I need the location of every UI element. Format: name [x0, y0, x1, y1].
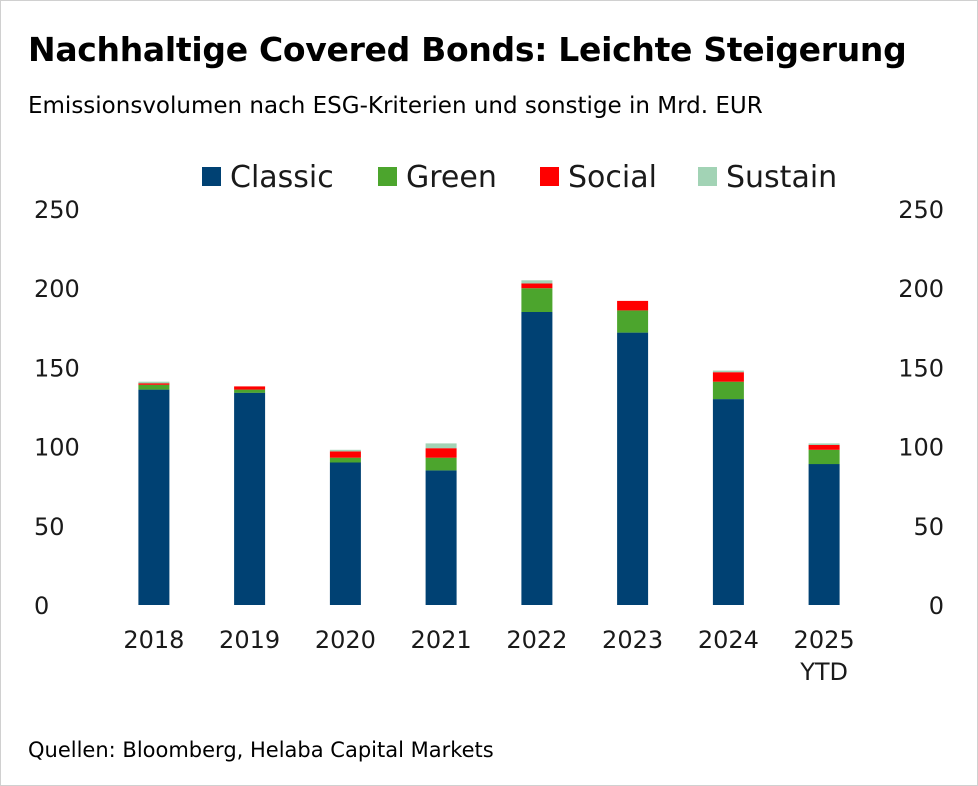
bar-classic-2025-ytd	[808, 464, 840, 605]
legend-swatch-social	[540, 167, 559, 186]
x-tick-2022: 2022	[506, 626, 567, 654]
x-tick-2024: 2024	[698, 626, 759, 654]
y-tick-right-0: 0	[929, 592, 944, 620]
y-tick-left-100: 100	[34, 434, 80, 462]
chart-subtitle: Emissionsvolumen nach ESG-Kriterien und …	[28, 93, 763, 119]
bar-sustain-2020	[329, 449, 361, 452]
bar-green-2021	[425, 457, 457, 471]
bar-classic-2020	[329, 462, 361, 605]
source-note: Quellen: Bloomberg, Helaba Capital Marke…	[28, 738, 494, 762]
x-tick-2021: 2021	[411, 626, 472, 654]
bar-sustain-2022	[521, 280, 553, 284]
y-tick-right-150: 150	[898, 354, 944, 382]
legend-label-social: Social	[568, 160, 657, 195]
y-tick-left-150: 150	[34, 354, 80, 382]
bar-green-2023	[617, 310, 649, 333]
x-tick-2023: 2023	[602, 626, 663, 654]
x-tick-2018: 2018	[123, 626, 184, 654]
x-tick-2020: 2020	[315, 626, 376, 654]
x-tick-2025-ytd: 2025 YTD	[794, 626, 855, 686]
bar-green-2020	[329, 457, 361, 463]
y-tick-right-200: 200	[898, 275, 944, 303]
y-axis-left: 0 50 100 150 200 250	[34, 196, 80, 620]
bar-classic-2023	[617, 332, 649, 605]
bar-social-2021	[425, 448, 457, 458]
legend: Classic Green Social Sustain	[202, 160, 837, 195]
y-axis-right: 0 50 100 150 200 250	[898, 196, 944, 620]
bar-social-2023	[617, 300, 649, 311]
bar-classic-2018	[138, 389, 170, 605]
bar-classic-2021	[425, 470, 457, 605]
x-tick-2019: 2019	[219, 626, 280, 654]
chart-title: Nachhaltige Covered Bonds: Leichte Steig…	[28, 30, 907, 69]
bars	[138, 280, 840, 605]
bar-social-2024	[712, 372, 744, 382]
bar-sustain-2021	[425, 443, 457, 449]
x-axis: 2018 2019 2020 2021 2022 2023 2024 2025 YTD	[123, 626, 854, 686]
y-tick-right-100: 100	[898, 434, 944, 462]
bar-classic-2022	[521, 312, 553, 605]
y-tick-left-250: 250	[34, 196, 80, 224]
bar-green-2018	[138, 384, 170, 390]
bar-green-2022	[521, 288, 553, 312]
bar-sustain-2018	[138, 381, 170, 384]
legend-label-green: Green	[406, 160, 497, 195]
bar-sustain-2024	[712, 370, 744, 373]
bar-green-2019	[234, 389, 266, 393]
bar-classic-2024	[712, 399, 744, 605]
y-tick-left-0: 0	[34, 592, 49, 620]
legend-label-classic: Classic	[230, 160, 334, 195]
bar-classic-2019	[234, 392, 266, 605]
y-tick-right-250: 250	[898, 196, 944, 224]
bar-social-2022	[521, 283, 553, 289]
y-tick-left-50: 50	[34, 513, 65, 541]
legend-swatch-classic	[202, 167, 221, 186]
bar-sustain-2025-ytd	[808, 443, 840, 445]
bar-green-2025-ytd	[808, 449, 840, 465]
legend-swatch-green	[378, 167, 397, 186]
bar-social-2025-ytd	[808, 445, 840, 450]
legend-label-sustain: Sustain	[726, 160, 837, 195]
y-tick-right-50: 50	[913, 513, 944, 541]
bar-social-2018	[138, 383, 170, 385]
y-tick-left-200: 200	[34, 275, 80, 303]
bar-social-2019	[234, 386, 266, 390]
legend-swatch-sustain	[698, 167, 717, 186]
bar-social-2020	[329, 451, 361, 458]
bar-green-2024	[712, 381, 744, 400]
